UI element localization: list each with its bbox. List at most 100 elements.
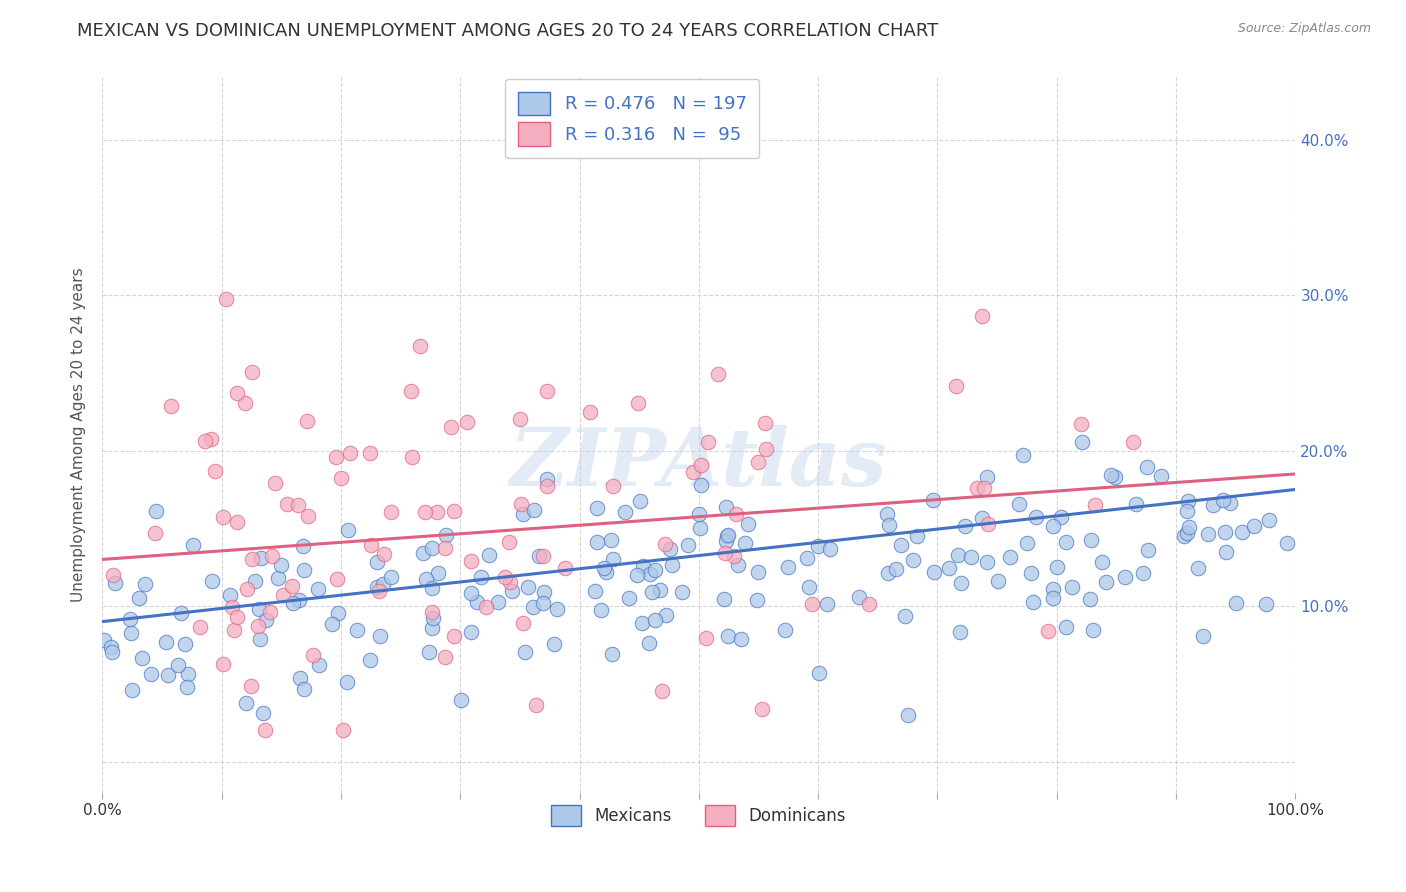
- Point: [415, 572, 437, 586]
- Point: [1243, 518, 1265, 533]
- Point: [494, 570, 516, 584]
- Point: [460, 585, 482, 599]
- Point: [1083, 623, 1105, 637]
- Point: [426, 505, 449, 519]
- Point: [1046, 560, 1069, 574]
- Point: [877, 566, 900, 580]
- Point: [427, 566, 450, 580]
- Point: [595, 565, 617, 579]
- Point: [420, 620, 443, 634]
- Point: [583, 584, 606, 599]
- Point: [368, 629, 391, 643]
- Point: [1054, 535, 1077, 549]
- Point: [260, 549, 283, 563]
- Point: [294, 563, 316, 577]
- Point: [281, 579, 304, 593]
- Point: [212, 510, 235, 524]
- Point: [247, 619, 270, 633]
- Point: [682, 465, 704, 479]
- Point: [1197, 526, 1219, 541]
- Point: [270, 558, 292, 573]
- Point: [339, 445, 361, 459]
- Point: [627, 396, 650, 410]
- Point: [145, 503, 167, 517]
- Point: [1175, 526, 1198, 541]
- Point: [1042, 591, 1064, 606]
- Point: [512, 615, 534, 630]
- Point: [240, 365, 263, 379]
- Point: [1104, 470, 1126, 484]
- Point: [401, 450, 423, 464]
- Point: [697, 435, 720, 450]
- Point: [976, 555, 998, 569]
- Point: [460, 554, 482, 568]
- Point: [131, 650, 153, 665]
- Point: [966, 481, 988, 495]
- Point: [225, 515, 247, 529]
- Point: [1042, 582, 1064, 596]
- Point: [946, 548, 969, 562]
- Point: [1084, 498, 1107, 512]
- Point: [638, 567, 661, 582]
- Text: MEXICAN VS DOMINICAN UNEMPLOYMENT AMONG AGES 20 TO 24 YEARS CORRELATION CHART: MEXICAN VS DOMINICAN UNEMPLOYMENT AMONG …: [77, 22, 939, 40]
- Point: [486, 595, 509, 609]
- Point: [807, 666, 830, 681]
- Point: [1137, 543, 1160, 558]
- Point: [253, 723, 276, 738]
- Point: [287, 592, 309, 607]
- Point: [250, 551, 273, 566]
- Point: [602, 551, 624, 566]
- Point: [955, 518, 977, 533]
- Point: [176, 680, 198, 694]
- Point: [543, 636, 565, 650]
- Point: [1215, 545, 1237, 559]
- Point: [181, 538, 204, 552]
- Point: [877, 518, 900, 533]
- Point: [267, 571, 290, 585]
- Point: [745, 593, 768, 607]
- Point: [1175, 504, 1198, 518]
- Point: [418, 645, 440, 659]
- Point: [690, 478, 713, 492]
- Point: [474, 599, 496, 614]
- Point: [254, 613, 277, 627]
- Point: [522, 600, 544, 615]
- Point: [998, 549, 1021, 564]
- Point: [848, 590, 870, 604]
- Point: [651, 684, 673, 698]
- Point: [221, 600, 243, 615]
- Point: [201, 574, 224, 589]
- Point: [1011, 448, 1033, 462]
- Point: [617, 591, 640, 606]
- Point: [676, 538, 699, 552]
- Point: [949, 576, 972, 591]
- Point: [614, 505, 637, 519]
- Point: [276, 497, 298, 511]
- Point: [121, 683, 143, 698]
- Point: [876, 507, 898, 521]
- Point: [707, 367, 730, 381]
- Point: [252, 706, 274, 721]
- Point: [224, 623, 246, 637]
- Point: [263, 475, 285, 490]
- Point: [434, 541, 457, 555]
- Text: ZIPAtlas: ZIPAtlas: [510, 425, 887, 502]
- Point: [134, 577, 156, 591]
- Point: [688, 507, 710, 521]
- Point: [359, 653, 381, 667]
- Point: [346, 624, 368, 638]
- Point: [817, 598, 839, 612]
- Point: [889, 538, 911, 552]
- Point: [655, 608, 678, 623]
- Point: [440, 419, 463, 434]
- Point: [308, 658, 330, 673]
- Point: [450, 693, 472, 707]
- Point: [243, 574, 266, 588]
- Point: [1132, 566, 1154, 581]
- Point: [139, 666, 162, 681]
- Y-axis label: Unemployment Among Ages 20 to 24 years: Unemployment Among Ages 20 to 24 years: [72, 268, 86, 602]
- Point: [695, 631, 717, 645]
- Point: [420, 541, 443, 555]
- Point: [499, 574, 522, 589]
- Point: [554, 561, 576, 575]
